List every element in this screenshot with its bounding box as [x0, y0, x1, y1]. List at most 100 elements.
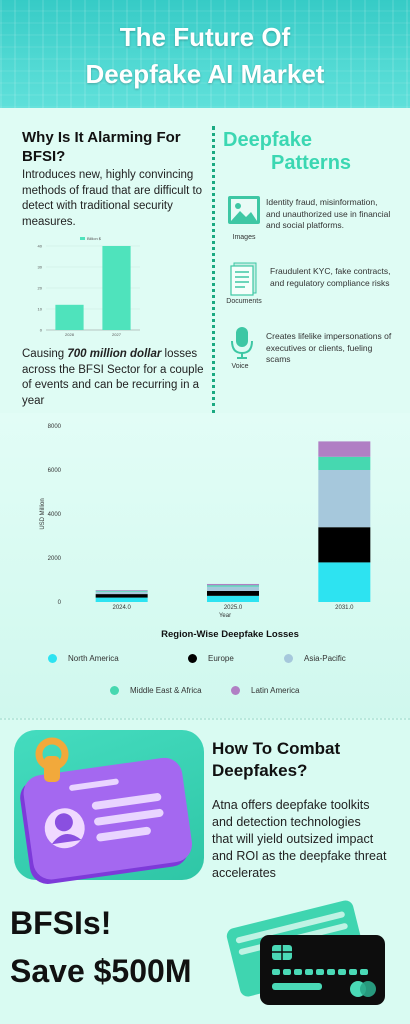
x-axis-label: Year [219, 613, 231, 619]
image-icon [227, 195, 263, 231]
alarming-line: measures. [22, 215, 76, 228]
mini-x-tick-label: 2028 [65, 332, 75, 337]
x-tick-label: 2025.0 [224, 605, 243, 611]
loss-first-line: Causing 700 million dollar losses [22, 347, 214, 363]
mini-legend-label: Billion $ [87, 236, 102, 241]
y-tick-label: 0 [58, 600, 62, 606]
alarming-title: Why Is It Alarming For BFSI? [22, 128, 181, 166]
bar-segment [318, 527, 371, 563]
pattern-text-documents: Fraudulent KYC, fake contracts, and regu… [270, 266, 406, 289]
cta-line2: Save $500M [10, 953, 192, 989]
legend-asia-pacific: Asia-Pacific [284, 654, 346, 663]
loss-line: across the BFSI Sector for a couple [22, 363, 204, 376]
combat-title-line2: Deepfakes? [212, 761, 308, 780]
pattern-caption-voice: Voice [231, 363, 249, 370]
mini-y-tick-label: 30 [38, 265, 43, 270]
y-tick-label: 6000 [48, 468, 62, 474]
mini-bar-chart: 0 10 20 30 40 2028 2027 Billion $ [38, 236, 140, 337]
id-card-illustration [14, 730, 204, 884]
pattern-line: scams [266, 354, 291, 364]
legend-swatch [231, 686, 240, 695]
alarming-line: Introduces new, highly convincing [22, 169, 194, 181]
legend-swatch [284, 654, 293, 663]
loss-line: year [22, 394, 45, 407]
region-chart-title: Region-Wise Deepfake Losses [161, 629, 299, 640]
bar-segment [95, 590, 148, 591]
page-title-line2: Deepfake AI Market [85, 59, 325, 89]
mini-x-tick-label: 2027 [112, 332, 122, 337]
pattern-line: and regulatory compliance risks [270, 277, 390, 288]
pattern-line: Fraudulent KYC, fake contracts, [270, 266, 391, 276]
combat-paragraph: Atna offers deepfake toolkits and detect… [212, 797, 402, 882]
bottom-divider [0, 718, 410, 720]
bar-segment [207, 595, 259, 602]
pattern-caption-documents: Documents [226, 298, 262, 305]
loss-amount: 700 million dollar [67, 348, 162, 360]
pattern-line: and social platforms. [266, 220, 344, 230]
bar-segment [95, 591, 148, 595]
alarming-title-line2: BFSI? [22, 148, 66, 165]
legend-latin-america: Latin America [231, 686, 299, 695]
combat-line: Atna offers deepfake toolkits [212, 798, 370, 812]
y-tick-label: 4000 [48, 512, 62, 518]
legend-label: Europe [208, 654, 234, 663]
loss-suffix: losses [161, 348, 198, 360]
bar-segment [318, 456, 371, 470]
x-tick-label: 2031.0 [335, 605, 354, 611]
legend-middle-east-africa: Middle East & Africa [110, 686, 202, 695]
y-axis-label: USD Million [40, 498, 46, 529]
bar-segment [318, 441, 371, 457]
alarming-title-line1: Why Is It Alarming For [22, 129, 181, 146]
patterns-title-line1: Deepfake [223, 129, 312, 151]
mini-legend-swatch [80, 237, 85, 240]
y-tick-label: 8000 [48, 424, 62, 430]
patterns-title-line2: Patterns [271, 152, 352, 174]
bar-segment [95, 590, 148, 592]
cta-line1: BFSIs! [10, 905, 112, 941]
combat-line: that will yield outsized impact [212, 832, 374, 846]
legend-label: Asia-Pacific [304, 654, 346, 663]
page-title-line1: The Future Of [119, 22, 291, 52]
mini-y-tick-label: 40 [38, 244, 43, 249]
bar-segment [318, 470, 371, 528]
legend-label: Latin America [251, 686, 300, 695]
legend-north-america: North America [48, 654, 119, 663]
legend-europe: Europe [188, 654, 234, 663]
x-tick-label: 2024.0 [112, 605, 131, 611]
bar-segment [207, 586, 259, 591]
loss-line: of events and can be recurring in a [22, 379, 200, 391]
loss-prefix: Causing [22, 348, 68, 360]
mini-y-tick-label: 20 [38, 286, 43, 291]
top-section [0, 108, 410, 413]
pattern-line: and unauthorized use in financial [266, 208, 391, 219]
legend-swatch [188, 654, 197, 663]
mini-bar [102, 246, 131, 330]
bar-segment [207, 591, 259, 596]
combat-line: and detection technologies [212, 815, 361, 829]
mini-bar [55, 304, 84, 330]
legend-swatch [110, 686, 119, 695]
legend-label: North America [68, 654, 119, 663]
combat-title-line1: How To Combat [212, 739, 341, 758]
y-tick-label: 2000 [48, 556, 62, 562]
alarming-paragraph: Introduces new, highly convincing method… [22, 168, 210, 230]
combat-line: and ROI as the deepfake threat [212, 849, 387, 863]
document-icon [229, 262, 265, 298]
microphone-icon [230, 326, 266, 362]
mini-y-tick-label: 10 [38, 307, 43, 312]
bar-segment [318, 562, 371, 602]
pattern-text-images: Identity fraud, misinformation, and unau… [266, 197, 406, 232]
combat-title: How To Combat Deepfakes? [212, 738, 340, 782]
bar-segment [207, 585, 259, 587]
header-banner: The Future Of Deepfake AI Market [0, 0, 410, 108]
alarming-line: detect with traditional security [22, 200, 173, 212]
pattern-caption-images: Images [232, 234, 256, 241]
legend-label: Middle East & Africa [130, 686, 202, 695]
bar-segment [95, 597, 148, 602]
pattern-line: Creates lifelike impersonations of [266, 331, 392, 341]
section-divider [212, 126, 215, 414]
region-stacked-bar-chart: 0 2000 4000 6000 8000 2024.0 2025.0 2031.0 Year U… [40, 424, 371, 619]
combat-line: accelerates [212, 866, 276, 880]
mini-y-tick-label: 0 [40, 328, 43, 333]
alarming-line: methods of fraud that are difficult to [22, 184, 203, 197]
